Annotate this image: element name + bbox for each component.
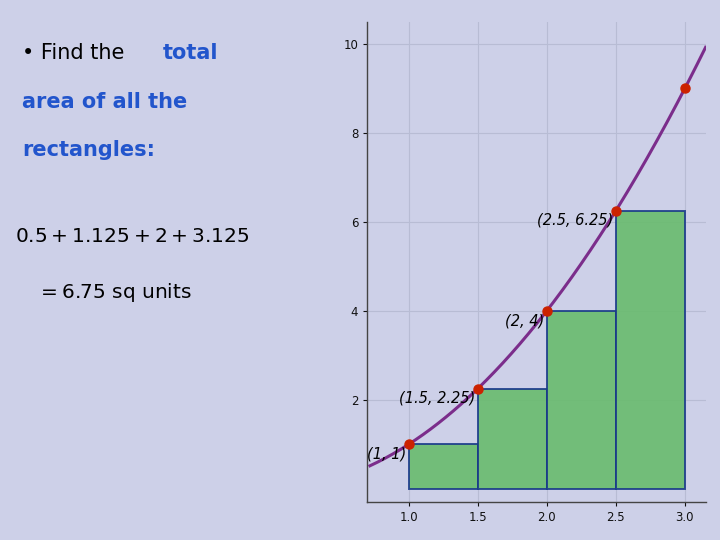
Text: (1.5, 2.25): (1.5, 2.25) bbox=[399, 391, 475, 406]
Bar bbox=[616, 211, 685, 489]
Text: total: total bbox=[163, 43, 218, 63]
Text: $0.5+1.125+2+3.125$: $0.5+1.125+2+3.125$ bbox=[15, 227, 249, 246]
Text: (2, 4): (2, 4) bbox=[505, 313, 544, 328]
Text: (2.5, 6.25): (2.5, 6.25) bbox=[537, 213, 613, 228]
Text: area of all the: area of all the bbox=[22, 92, 188, 112]
Bar bbox=[409, 444, 477, 489]
Text: (1, 1): (1, 1) bbox=[366, 447, 406, 462]
Text: rectangles:: rectangles: bbox=[22, 140, 156, 160]
Bar bbox=[477, 389, 546, 489]
Bar bbox=[546, 311, 616, 489]
Text: $= 6.75\ \mathsf{sq\ units}$: $= 6.75\ \mathsf{sq\ units}$ bbox=[37, 281, 192, 304]
Text: • Find the: • Find the bbox=[22, 43, 132, 63]
